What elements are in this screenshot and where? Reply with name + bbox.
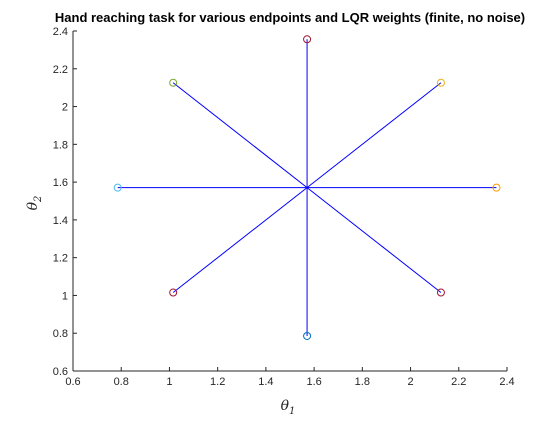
x-axis-label-subscript: 1 <box>289 406 295 417</box>
y-tick-label: 2.4 <box>53 26 68 38</box>
y-tick-label: 1.2 <box>53 253 68 265</box>
endpoint-marker <box>303 331 312 340</box>
x-tick-label: 1.6 <box>306 376 321 388</box>
endpoint-marker <box>303 35 312 44</box>
endpoint-marker <box>436 288 445 297</box>
endpoint-markers <box>113 35 501 340</box>
y-tick-label: 0.6 <box>53 366 68 378</box>
x-tick-label: 1.2 <box>210 376 225 388</box>
x-axis-label: θ1 <box>281 398 296 417</box>
y-tick-label: 2 <box>62 102 68 114</box>
trajectory-lines <box>117 39 497 336</box>
endpoint-marker <box>113 183 122 192</box>
trajectory-line <box>172 82 308 189</box>
x-tick-label: 1.8 <box>355 376 370 388</box>
x-axis-label-symbol: θ <box>281 398 290 414</box>
x-tick-label: 2.4 <box>499 376 514 388</box>
axes: 0.6 0.8 1 1.2 1.4 1.6 1.8 2 2.2 2.4 0.6 0.8 1 1.2 1.4 1… <box>53 26 515 388</box>
endpoint-marker <box>436 78 445 87</box>
trajectory-line <box>306 187 442 293</box>
x-tick-label: 2 <box>407 376 413 388</box>
x-tick-label: 0.6 <box>65 376 80 388</box>
x-tick-label: 1 <box>166 376 172 388</box>
trajectory-line <box>306 82 442 189</box>
chart-title: Hand reaching task for various endpoints… <box>55 10 525 25</box>
endpoint-marker <box>169 288 178 297</box>
trajectory-line <box>172 187 308 293</box>
y-tick-label: 1.8 <box>53 139 68 151</box>
y-tick-label: 0.8 <box>53 328 68 340</box>
y-axis-label-subscript: 2 <box>33 196 44 203</box>
y-tick-label: 1.4 <box>53 215 68 227</box>
y-axis-label-symbol: θ <box>25 201 41 210</box>
y-tick-label: 2.2 <box>53 64 68 76</box>
endpoint-marker <box>492 183 501 192</box>
endpoint-marker <box>169 78 178 87</box>
y-tick-label: 1 <box>62 290 68 302</box>
x-tick-label: 1.4 <box>258 376 273 388</box>
x-tick-label: 0.8 <box>114 376 129 388</box>
y-axis-label: θ2 <box>25 196 44 211</box>
x-tick-label: 2.2 <box>451 376 466 388</box>
y-tick-label: 1.6 <box>53 177 68 189</box>
